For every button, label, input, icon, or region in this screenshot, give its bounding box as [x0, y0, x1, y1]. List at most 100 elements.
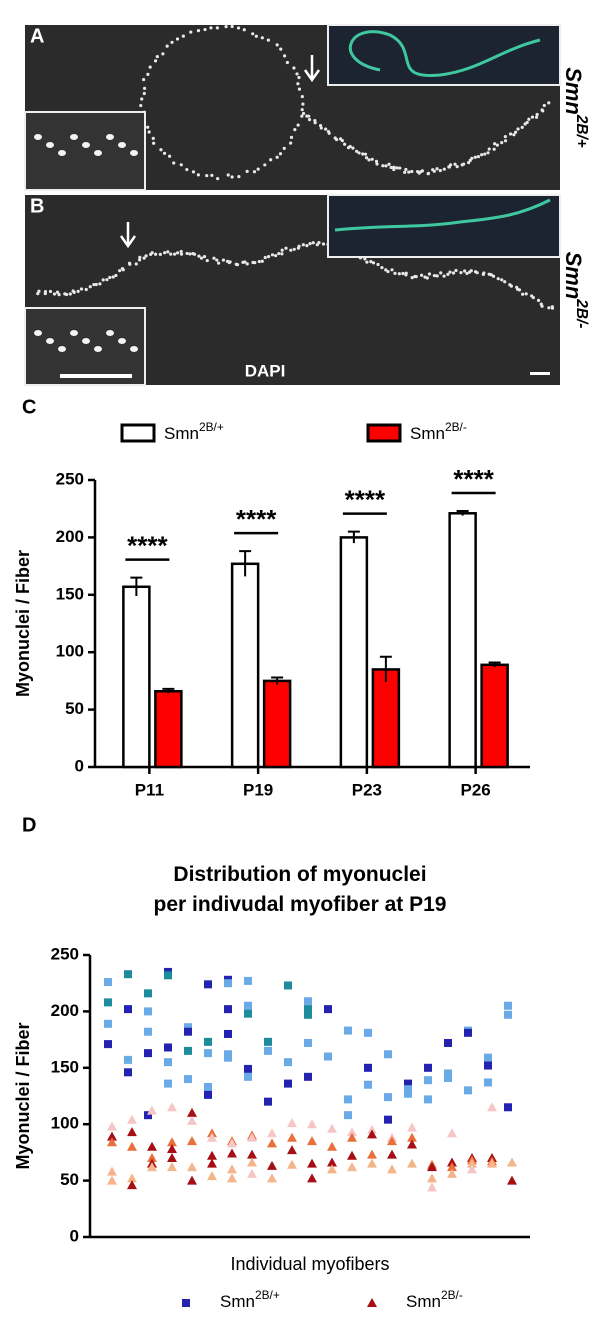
nucleus [140, 97, 144, 101]
arrow [119, 222, 137, 249]
significance-label: **** [453, 464, 494, 494]
marker [164, 971, 172, 980]
marker [124, 1068, 132, 1077]
nucleus [37, 289, 41, 293]
inset-nucleus [118, 142, 126, 148]
nucleus [57, 293, 61, 297]
nucleus [148, 65, 152, 69]
nucleus [390, 268, 394, 272]
marker [184, 1023, 192, 1032]
legend-label: Smn2B/+ [164, 420, 224, 443]
nucleus [230, 24, 234, 29]
marker [127, 1114, 137, 1124]
nucleus [92, 282, 96, 287]
marker [307, 1136, 317, 1146]
marker [447, 1128, 457, 1138]
error-bar [271, 676, 284, 685]
marker [307, 1173, 317, 1183]
nucleus [185, 251, 189, 256]
marker [367, 1124, 377, 1134]
nucleus [101, 278, 105, 282]
inset-nucleus [70, 134, 78, 140]
nucleus [357, 151, 361, 155]
y-tick-label: 200 [51, 1001, 79, 1020]
nucleus [282, 146, 286, 150]
marker [167, 1137, 177, 1147]
nucleus [313, 121, 317, 125]
marker [307, 1158, 317, 1168]
marker [404, 1089, 412, 1098]
error-bar [162, 687, 175, 694]
marker [324, 1052, 332, 1061]
marker [127, 1127, 137, 1137]
nucleus [295, 72, 299, 76]
nucleus [420, 273, 424, 277]
marker [164, 1079, 172, 1088]
marker [327, 1157, 337, 1167]
nucleus [392, 165, 396, 169]
nucleus [252, 170, 257, 174]
marker [187, 1162, 197, 1172]
nucleus [483, 152, 487, 156]
y-tick-label: 0 [75, 756, 84, 775]
marker [324, 1005, 332, 1014]
x-tick-label: P19 [243, 780, 273, 799]
marker [167, 1153, 177, 1163]
nucleus [68, 292, 72, 296]
nucleus [154, 252, 158, 256]
panel-label: B [30, 195, 44, 217]
nucleus [111, 275, 115, 279]
marker [487, 1102, 497, 1112]
marker [407, 1132, 417, 1142]
nucleus [260, 259, 264, 263]
marker [367, 1149, 377, 1159]
error-bar [130, 576, 143, 596]
nucleus [202, 255, 207, 259]
nucleus [307, 118, 312, 122]
marker [247, 1157, 257, 1167]
nucleus [266, 38, 270, 42]
marker [444, 1069, 452, 1078]
marker [387, 1136, 397, 1146]
nucleus [170, 40, 174, 44]
nucleus [293, 128, 297, 132]
nucleus [79, 287, 84, 291]
nucleus [364, 156, 369, 160]
nucleus [243, 260, 247, 264]
nucleus [521, 292, 525, 296]
marker [347, 1150, 357, 1160]
nucleus [166, 250, 170, 254]
marker [247, 1132, 257, 1142]
marker [187, 1175, 197, 1185]
nucleus [224, 25, 228, 29]
marker [184, 1046, 192, 1055]
nucleus [280, 248, 284, 252]
marker [484, 1078, 492, 1087]
nucleus [397, 272, 401, 276]
nucleus [542, 103, 546, 108]
panel-label: D [22, 814, 36, 836]
marker [267, 1173, 277, 1183]
nucleus [307, 114, 311, 118]
y-tick-label: 150 [56, 584, 84, 603]
marker [244, 1009, 252, 1018]
nucleus [279, 47, 283, 51]
marker [407, 1122, 417, 1132]
nucleus [512, 133, 516, 137]
nucleus [289, 141, 293, 145]
marker [204, 1049, 212, 1058]
marker [184, 1027, 192, 1036]
marker [207, 1128, 217, 1138]
nucleus [137, 258, 142, 262]
nucleus [142, 91, 146, 96]
nucleus [215, 26, 219, 30]
marker [304, 1038, 312, 1047]
nucleus [492, 147, 496, 151]
nucleus [381, 164, 385, 168]
nucleus [387, 162, 391, 166]
scale-bar [530, 372, 550, 375]
marker [144, 1111, 152, 1120]
significance-label: **** [127, 530, 168, 560]
nucleus [393, 271, 397, 275]
nucleus [508, 132, 513, 136]
